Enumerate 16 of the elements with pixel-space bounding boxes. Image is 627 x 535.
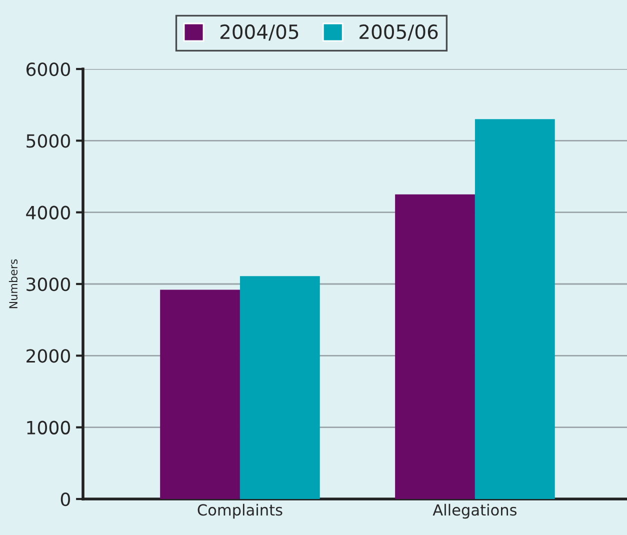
legend-label: 2005/06 [360,24,438,41]
x-tick-label: Complaints [198,504,282,519]
bar [474,119,555,499]
y-tick-label: 4000 [26,206,70,220]
y-tick-label: 2000 [26,349,70,363]
y-tick-label: 1000 [27,420,70,434]
y-tick-label: 0 [60,492,70,506]
y-tick-label: 5000 [26,134,70,148]
bar [240,276,320,499]
y-tick-label: 6000 [26,62,70,76]
y-tick-label: 3000 [26,277,70,292]
bar [160,290,240,499]
legend-label: 2004/05 [220,24,298,41]
y-axis-title: Numbers [8,259,18,308]
bar [395,194,475,499]
x-tick-label: Allegations [432,504,517,519]
